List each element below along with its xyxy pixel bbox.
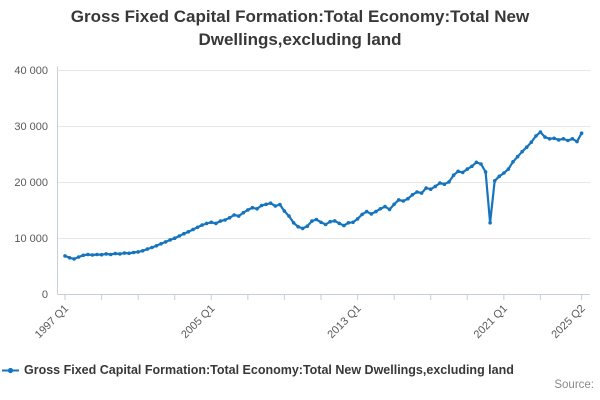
svg-text:1997 Q1: 1997 Q1 [33,303,71,341]
axes [57,66,590,295]
x-axis-ticks: 1997 Q1 2005 Q1 2013 Q1 2021 Q1 2025 Q2 [33,294,588,341]
source-label: Source: [554,379,594,391]
svg-text:30 000: 30 000 [14,121,48,133]
chart-title: Gross Fixed Capital Formation:Total Econ… [70,7,530,49]
svg-text:40 000: 40 000 [14,65,48,77]
legend: Gross Fixed Capital Formation:Total Econ… [2,363,514,377]
series-line [63,131,583,260]
gridlines [57,70,590,239]
svg-text:10 000: 10 000 [14,233,48,245]
svg-text:2013 Q1: 2013 Q1 [325,303,363,341]
legend-series-label: Gross Fixed Capital Formation:Total Econ… [24,363,514,377]
y-axis-labels: 0 10 000 20 000 30 000 40 000 [14,65,48,301]
svg-text:2005 Q1: 2005 Q1 [179,303,217,341]
svg-text:2021 Q1: 2021 Q1 [472,303,510,341]
svg-text:0: 0 [42,289,48,301]
svg-text:20 000: 20 000 [14,177,48,189]
series-point-markers [63,130,584,261]
legend-line-marker-icon [2,367,19,373]
svg-text:2025 Q2: 2025 Q2 [549,303,587,341]
